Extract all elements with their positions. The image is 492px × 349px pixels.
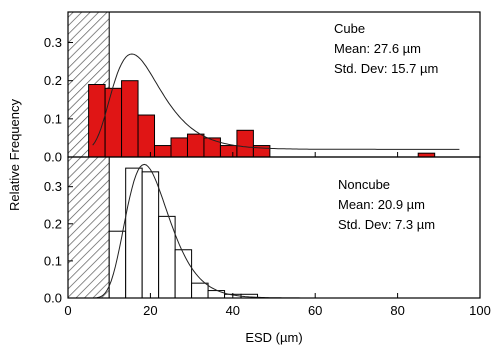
top-ytick-label-2: 0.2 [44,73,62,88]
top-ytick-label-1: 0.1 [44,111,62,126]
xtick-label-1: 20 [143,303,157,318]
y-axis-title: Relative Frequency [7,99,22,211]
top-bar-6 [186,133,205,158]
top-bar-9 [236,129,254,158]
bottom-ytick-label-0: 0.0 [44,291,62,306]
top-ytick-label-0: 0.0 [44,150,62,165]
xtick-label-0: 0 [64,303,71,318]
bottom-stat-line-0: Noncube [338,177,390,192]
top-stat-line-2: Std. Dev: 15.7 µm [334,61,438,76]
top-bar-5 [170,137,188,158]
bottom-stat-line-2: Std. Dev: 7.3 µm [338,217,435,232]
bottom-stat-line-1: Mean: 20.9 µm [338,197,425,212]
bottom-panel-frame [67,156,481,299]
xtick-label-5: 100 [469,303,491,318]
bottom-ytick-label-1: 0.1 [44,253,62,268]
top-bar-2 [121,80,139,158]
bottom-ytick-label-2: 0.2 [44,216,62,231]
x-axis-title: ESD (µm) [245,330,302,345]
bottom-ytick-label-3: 0.3 [44,179,62,194]
excluded-region-bottom [67,156,110,299]
xtick-label-2: 40 [226,303,240,318]
bottom-bar-0 [108,230,127,299]
top-bar-0 [88,84,106,158]
top-bar-4 [154,145,172,158]
bottom-bar-5 [191,282,209,299]
bottom-bar-4 [174,249,193,299]
top-fit-curve [92,53,460,150]
bottom-bar-1 [125,167,143,299]
bottom-bar-2 [141,171,160,299]
top-bar-7 [203,137,221,158]
top-stat-line-1: Mean: 27.6 µm [334,41,421,56]
xtick-label-3: 60 [308,303,322,318]
top-bar-8 [219,145,238,158]
top-ytick-label-3: 0.3 [44,35,62,50]
top-stat-line-0: Cube [334,21,365,36]
xtick-label-4: 80 [390,303,404,318]
bottom-bar-6 [207,290,226,299]
top-bar-3 [137,114,156,158]
top-bar-1 [104,87,123,158]
